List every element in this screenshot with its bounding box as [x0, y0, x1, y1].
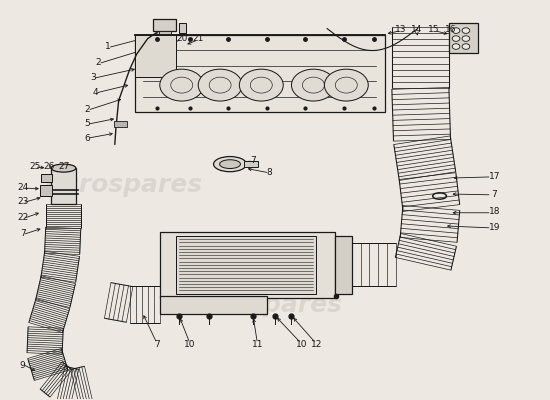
Bar — [153, 19, 176, 31]
Bar — [41, 174, 52, 182]
Text: 7: 7 — [492, 190, 497, 198]
Text: 26: 26 — [43, 162, 54, 171]
Ellipse shape — [213, 156, 246, 172]
Circle shape — [198, 69, 242, 101]
Text: 5: 5 — [85, 119, 90, 128]
Circle shape — [462, 44, 470, 49]
Text: ospares: ospares — [231, 293, 342, 317]
Bar — [159, 30, 170, 34]
Bar — [135, 34, 384, 112]
Text: 25: 25 — [29, 162, 40, 171]
Text: 27: 27 — [58, 162, 69, 171]
Text: 16: 16 — [445, 25, 456, 34]
Text: 17: 17 — [489, 172, 500, 180]
Bar — [449, 23, 478, 52]
Bar — [51, 168, 76, 204]
Circle shape — [292, 69, 336, 101]
Bar — [244, 161, 258, 167]
Text: 8: 8 — [267, 168, 272, 176]
Circle shape — [324, 69, 369, 101]
Text: 1: 1 — [105, 42, 111, 51]
Text: 2: 2 — [96, 58, 101, 67]
Text: 9: 9 — [20, 361, 25, 370]
Text: 13: 13 — [395, 25, 407, 34]
Circle shape — [462, 28, 470, 33]
Text: 10: 10 — [184, 340, 196, 349]
Text: 12: 12 — [310, 340, 322, 349]
Circle shape — [239, 69, 283, 101]
Text: 11: 11 — [252, 340, 263, 349]
Circle shape — [462, 36, 470, 41]
Text: 3: 3 — [90, 73, 96, 82]
Bar — [179, 23, 185, 32]
Ellipse shape — [51, 164, 76, 172]
Text: 7: 7 — [250, 156, 256, 165]
Bar — [135, 34, 176, 77]
Text: 22: 22 — [17, 214, 28, 222]
Circle shape — [452, 36, 460, 41]
Text: 2: 2 — [85, 105, 90, 114]
Text: 21: 21 — [192, 34, 204, 43]
Text: 23: 23 — [17, 198, 29, 206]
Text: 18: 18 — [489, 208, 500, 216]
Text: 15: 15 — [428, 25, 440, 34]
Circle shape — [452, 44, 460, 49]
Text: 24: 24 — [17, 183, 28, 192]
Text: 7: 7 — [20, 229, 25, 238]
Text: 4: 4 — [92, 88, 98, 97]
Text: eurospares: eurospares — [45, 173, 203, 197]
Bar — [160, 232, 336, 298]
Text: 10: 10 — [295, 340, 307, 349]
Text: 7: 7 — [154, 340, 160, 349]
Text: 20: 20 — [176, 34, 188, 43]
Bar — [160, 296, 267, 314]
Circle shape — [452, 28, 460, 33]
Bar — [336, 236, 352, 294]
Bar — [114, 121, 127, 128]
Ellipse shape — [219, 160, 240, 168]
Circle shape — [160, 69, 204, 101]
Bar — [176, 236, 316, 294]
Bar — [40, 185, 52, 196]
Text: 14: 14 — [411, 25, 422, 34]
Text: 19: 19 — [489, 224, 500, 232]
Text: 6: 6 — [85, 134, 90, 143]
